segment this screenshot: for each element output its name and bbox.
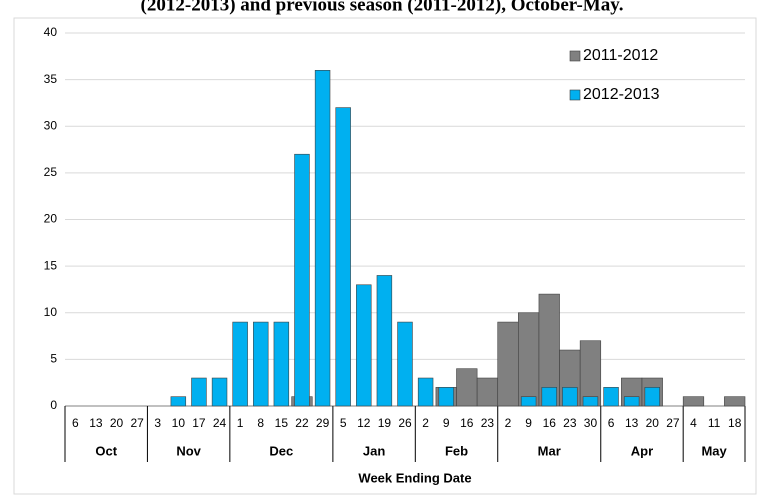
y-tick-label: 5 [50, 352, 57, 366]
bar [170, 396, 187, 407]
x-tick-label: 13 [625, 416, 639, 430]
month-label: Apr [631, 443, 653, 458]
bar [417, 377, 434, 407]
x-tick-label: 23 [481, 416, 495, 430]
x-tick-label: 6 [608, 416, 615, 430]
bar [294, 153, 310, 407]
bar [644, 387, 660, 407]
bar [211, 377, 228, 407]
bar [191, 377, 207, 407]
y-tick-label: 25 [44, 165, 58, 179]
x-tick-label: 16 [460, 416, 474, 430]
x-tick-label: 23 [563, 416, 577, 430]
x-tick-label: 13 [89, 416, 103, 430]
x-tick-label: 26 [398, 416, 412, 430]
y-tick-label: 15 [44, 258, 58, 272]
bar [724, 396, 746, 407]
bar [579, 340, 602, 407]
month-label: Jan [363, 443, 385, 458]
month-label: Feb [445, 443, 468, 458]
x-tick-label: 6 [72, 416, 79, 430]
x-tick-label: 30 [584, 416, 598, 430]
bar [356, 284, 372, 407]
x-axis-label: Week Ending Date [358, 470, 471, 485]
x-tick-label: 9 [443, 416, 450, 430]
x-tick-label: 20 [646, 416, 660, 430]
x-tick-label: 9 [525, 416, 532, 430]
legend-swatch [569, 50, 581, 62]
bar [438, 387, 454, 407]
x-tick-label: 18 [728, 416, 742, 430]
x-tick-label: 27 [130, 416, 144, 430]
x-tick-label: 4 [690, 416, 697, 430]
x-tick-label: 8 [257, 416, 264, 430]
x-tick-label: 5 [340, 416, 347, 430]
bar [603, 387, 619, 407]
bar [376, 275, 393, 407]
bar [582, 396, 599, 407]
bar [335, 107, 351, 407]
x-tick-label: 17 [192, 416, 206, 430]
y-tick-label: 20 [44, 212, 58, 226]
y-tick-label: 35 [44, 72, 58, 86]
bar [476, 377, 499, 407]
x-tick-label: 11 [708, 416, 721, 430]
y-tick-label: 40 [44, 25, 58, 39]
x-tick-label: 1 [237, 416, 244, 430]
x-tick-label: 24 [213, 416, 227, 430]
bar [541, 387, 557, 407]
x-tick-label: 12 [357, 416, 371, 430]
bar [520, 396, 537, 407]
x-tick-label: 20 [110, 416, 124, 430]
x-tick-label: 27 [666, 416, 680, 430]
bar [232, 321, 248, 407]
month-label: Nov [176, 443, 201, 458]
x-tick-label: 29 [316, 416, 330, 430]
x-tick-label: 19 [378, 416, 392, 430]
x-tick-label: 2 [505, 416, 512, 430]
bar [273, 321, 290, 407]
x-tick-label: 2 [422, 416, 429, 430]
month-label: Dec [269, 443, 293, 458]
x-tick-label: 15 [275, 416, 289, 430]
bar [497, 321, 519, 407]
legend-label: 2011-2012 [583, 47, 658, 64]
month-label: May [701, 443, 727, 458]
x-tick-label: 16 [543, 416, 557, 430]
bar [253, 321, 269, 407]
bar [682, 396, 705, 407]
month-label: Mar [538, 443, 561, 458]
x-tick-label: 10 [172, 416, 186, 430]
legend-label: 2012-2013 [583, 86, 660, 103]
y-tick-label: 30 [44, 118, 58, 132]
y-tick-label: 0 [50, 398, 57, 412]
bar [518, 312, 540, 407]
bar [314, 70, 331, 407]
chart-frame [13, 17, 757, 495]
legend-swatch [569, 89, 581, 101]
bar [397, 321, 413, 407]
x-tick-label: 22 [295, 416, 309, 430]
month-label: Oct [95, 443, 117, 458]
chart-title: (2012-2013) and previous season (2011-20… [141, 0, 624, 15]
y-tick-label: 10 [44, 305, 58, 319]
bar [562, 387, 578, 407]
bar [623, 396, 640, 407]
bar [456, 368, 478, 407]
x-tick-label: 3 [154, 416, 161, 430]
